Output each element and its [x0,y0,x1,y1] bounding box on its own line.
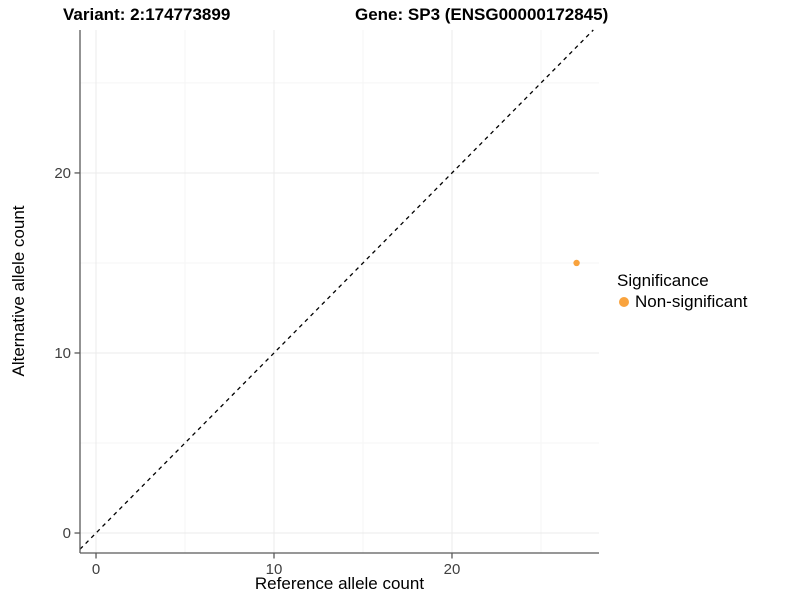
x-tick-label: 10 [266,561,283,578]
y-axis-title: Alternative allele count [9,205,28,377]
x-axis-title: Reference allele count [254,574,425,593]
legend-entry-label: Non-significant [635,292,748,311]
y-tick-label: 20 [54,165,71,182]
legend: Significance Non-significant [615,271,747,312]
x-tick-label: 20 [444,561,461,578]
identity-line [79,29,594,550]
x-tick-label: 0 [92,561,100,578]
gene-title: Gene: SP3 (ENSG00000172845) [355,5,609,24]
legend-entries: Non-significant [615,292,747,312]
y-tick-label: 0 [63,525,71,542]
y-tick-label: 10 [54,345,71,362]
legend-entry: Non-significant [615,292,747,312]
legend-title: Significance [617,271,709,290]
legend-point-icon [619,297,629,307]
data-point [573,259,580,267]
variant-title: Variant: 2:174773899 [63,5,231,24]
